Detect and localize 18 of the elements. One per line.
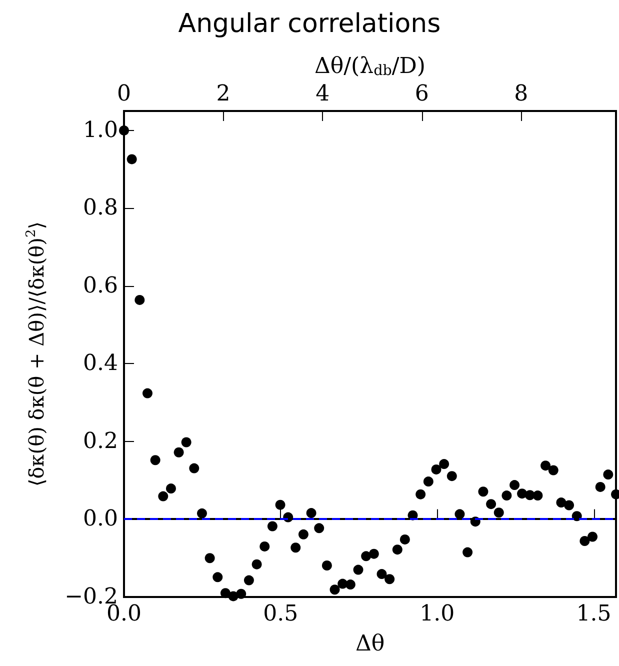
x-tick-label: 0.5 [263, 602, 298, 626]
y-axis-title: ⟨δκ(θ) δκ(θ + Δθ)⟩/⟨δκ(θ)2⟩ [24, 221, 48, 487]
y-tick-label: 0.6 [83, 273, 118, 298]
y-tick-label: 0.2 [83, 428, 118, 454]
y-tick-label: 1.0 [83, 118, 118, 143]
x2-axis-title: Δθ/(λdb/D) [314, 54, 426, 80]
x2-tick-label: 0 [117, 82, 131, 106]
x2-tick-label: 6 [414, 82, 429, 106]
y-tick-label: 0.4 [83, 351, 118, 376]
chart-title: Angular correlations [178, 9, 441, 39]
x-axis-title: Δθ [355, 632, 385, 656]
x-tick-label: 1.5 [576, 602, 612, 626]
y-tick-label: 0.0 [83, 506, 118, 532]
x-tick-label: 1.0 [420, 602, 455, 626]
x2-tick-label: 4 [316, 82, 330, 106]
x2-tick-label: 2 [216, 82, 230, 106]
x2-tick-label: 8 [514, 82, 528, 106]
y-tick-label: 0.8 [83, 196, 118, 221]
